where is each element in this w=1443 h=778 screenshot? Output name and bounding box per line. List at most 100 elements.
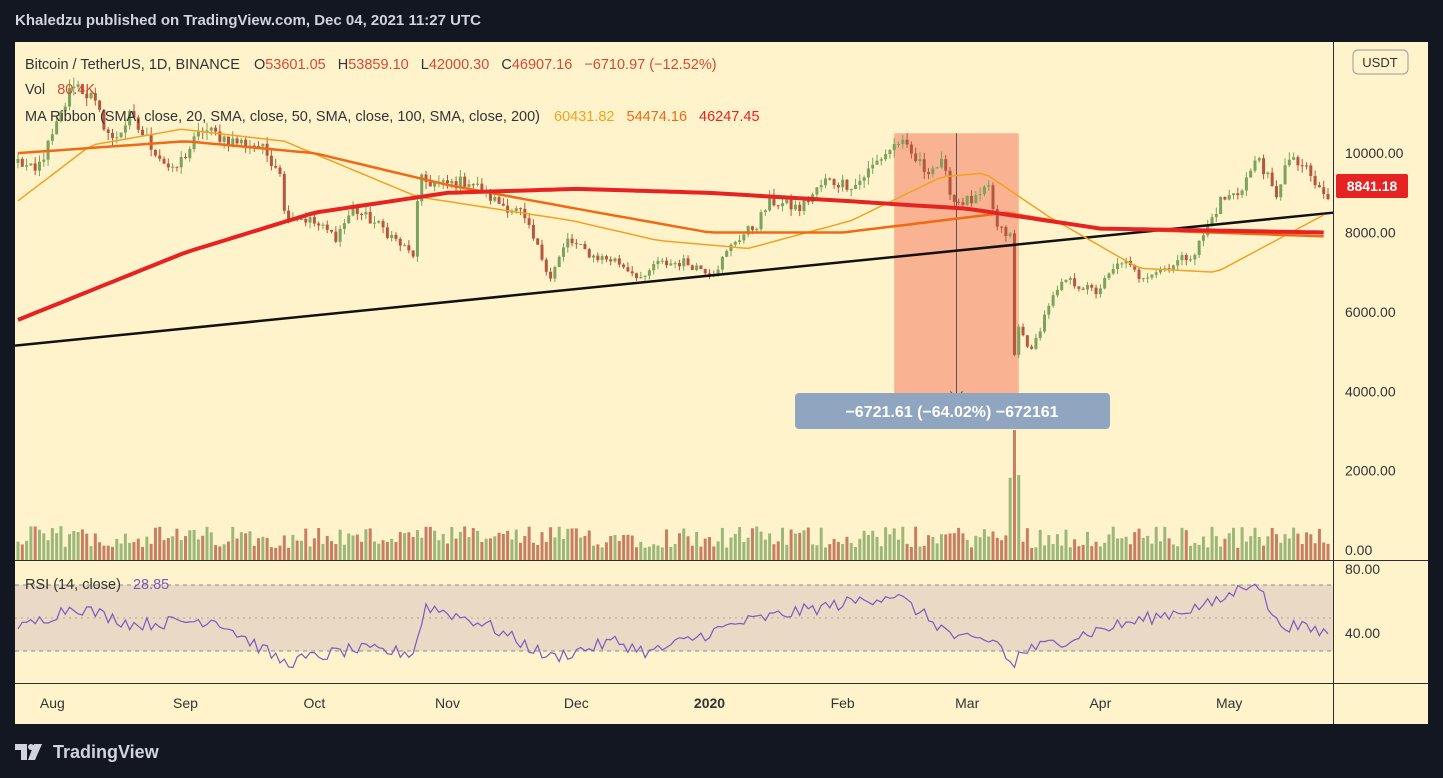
volume-bar: [686, 536, 690, 560]
candle-body: [136, 117, 140, 130]
volume-bar: [909, 547, 913, 560]
time-axis-bg: [15, 684, 1333, 724]
candle-body: [1223, 196, 1227, 200]
volume-bar: [1296, 533, 1300, 560]
time-axis-labels: Aug Sep Oct Nov Dec 2020 Feb Mar Apr May: [40, 695, 1243, 711]
brand-name: TradingView: [53, 741, 159, 762]
volume-bar: [231, 526, 235, 560]
candle-body: [918, 159, 922, 162]
volume-bar: [291, 534, 295, 560]
volume-bar: [1150, 543, 1154, 560]
volume-bar: [420, 537, 424, 560]
volume-bar: [1244, 541, 1248, 560]
candle-body: [1094, 287, 1098, 295]
candle-body: [596, 255, 600, 261]
volume-bar: [351, 535, 355, 560]
volume-bar: [1128, 544, 1132, 560]
candle-body: [29, 163, 33, 166]
volume-bar: [175, 528, 179, 560]
volume-bar: [626, 534, 630, 560]
rsi-label[interactable]: RSI (14, close): [25, 577, 121, 593]
candle-body: [609, 259, 613, 262]
volume-bar: [446, 543, 450, 560]
candle-body: [128, 111, 132, 126]
candle-body: [428, 181, 432, 187]
measure-label: −6721.61 (−64.02%) −672161: [845, 404, 1058, 421]
volume-bar: [793, 533, 797, 560]
candle-body: [1004, 226, 1008, 236]
volume-bar: [892, 528, 896, 560]
candle-body: [656, 260, 660, 265]
volume-bar: [673, 544, 677, 560]
volume-bar: [836, 541, 840, 560]
volume-bar: [342, 544, 346, 560]
legend-symbol[interactable]: Bitcoin / TetherUS, 1D, BINANCE: [25, 57, 240, 73]
candle-body: [815, 187, 819, 195]
candle-body: [553, 266, 557, 279]
time-axis-label: Apr: [1089, 695, 1111, 711]
legend-open: 53601.05: [265, 57, 325, 73]
volume-bar: [110, 546, 114, 560]
volume-bar: [712, 546, 716, 560]
volume-bar: [789, 529, 793, 560]
candle-body: [85, 93, 89, 99]
candle-body: [407, 245, 411, 251]
volume-bar: [1034, 547, 1038, 560]
candle-body: [368, 211, 372, 224]
volume-bar: [561, 538, 565, 560]
candle-body: [922, 159, 926, 173]
candle-body: [1189, 259, 1193, 261]
candle-body: [579, 243, 583, 245]
candle-body: [317, 223, 321, 226]
candle-body: [403, 245, 407, 247]
volume-bar: [334, 544, 338, 560]
volume-bar: [1025, 528, 1029, 560]
vol-label[interactable]: Vol: [25, 82, 45, 98]
candle-body: [1171, 265, 1175, 271]
volume-bar: [196, 539, 200, 560]
candle-body: [355, 206, 359, 215]
volume-bar: [682, 528, 686, 560]
volume-bar: [1012, 430, 1016, 560]
currency-button[interactable]: [1352, 49, 1409, 75]
volume-bar: [166, 538, 170, 560]
candle-body: [321, 224, 325, 226]
candle-body: [231, 138, 235, 146]
volume-bar: [441, 534, 445, 560]
volume-bar: [583, 535, 587, 560]
volume-bar: [1008, 477, 1012, 560]
volume-bar: [759, 531, 763, 560]
candle-body: [37, 161, 41, 171]
rsi-lower-label: 40.00: [1345, 625, 1380, 641]
candle-body: [1227, 195, 1231, 200]
volume-bar: [991, 531, 995, 560]
candle-body: [1030, 346, 1034, 349]
volume-bar: [871, 530, 875, 560]
candle-body: [699, 265, 703, 270]
candle-body: [1219, 196, 1223, 214]
candle-body: [828, 178, 832, 180]
volume-bar: [553, 537, 557, 560]
candle-body: [566, 238, 570, 248]
candle-body: [184, 157, 188, 159]
tradingview-brand[interactable]: TradingView: [15, 740, 159, 764]
candle-body: [849, 189, 853, 191]
candle-body: [630, 271, 634, 274]
candle-body: [720, 256, 724, 270]
ma-ribbon-label[interactable]: MA Ribbon (SMA, close, 20, SMA, close, 5…: [25, 109, 540, 125]
candle-body: [1043, 314, 1047, 332]
volume-bar: [1197, 544, 1201, 560]
rsi-upper-label: 80.00: [1345, 561, 1380, 577]
measure-tool[interactable]: [894, 133, 1019, 401]
candle-body: [806, 200, 810, 203]
candle-body: [519, 208, 523, 210]
volume-bar: [98, 542, 102, 560]
candle-body: [218, 131, 222, 142]
candle-body: [239, 139, 243, 144]
volume-bar: [1141, 537, 1145, 560]
candle-body: [153, 149, 157, 156]
candle-body: [1274, 186, 1278, 198]
candle-body: [858, 180, 862, 185]
volume-bar: [252, 545, 256, 560]
